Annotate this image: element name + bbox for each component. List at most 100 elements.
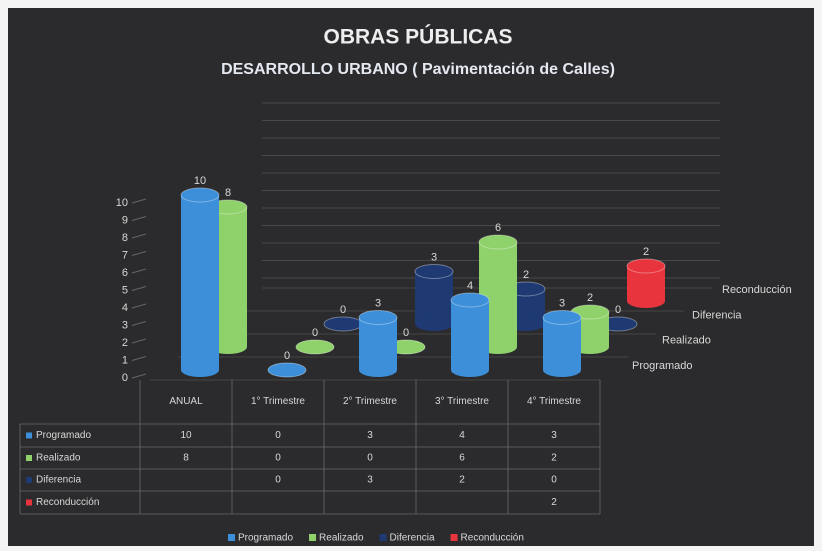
table-legend-key	[26, 432, 32, 439]
tick-mark	[131, 356, 147, 361]
cylinder	[323, 316, 363, 332]
cylinder-top	[450, 292, 490, 308]
cylinder-top	[295, 339, 335, 355]
cylinder	[267, 362, 307, 378]
y-tick-label: 0	[122, 372, 128, 384]
legend-swatch	[309, 534, 317, 541]
legend-label: Diferencia	[390, 533, 435, 544]
cylinder-top	[626, 258, 666, 274]
table-cell: 2	[551, 453, 557, 464]
cylinder	[626, 258, 666, 308]
cylinder-bottom	[627, 294, 665, 308]
table-cell: 3	[551, 430, 557, 441]
tick-mark	[131, 233, 147, 239]
cylinder	[180, 187, 220, 377]
tick-mark	[131, 338, 147, 344]
table-cell: 3	[367, 430, 373, 441]
x-category-label: 3° Trimestre	[434, 396, 489, 407]
x-category-label: 1° Trimestre	[250, 396, 305, 407]
x-category-label: 2° Trimestre	[342, 396, 397, 407]
x-category-label: 4° Trimestre	[526, 396, 581, 407]
tick-mark	[131, 321, 147, 326]
cylinder-top	[414, 264, 454, 279]
data-label: 6	[495, 222, 501, 234]
y-tick-label: 8	[122, 232, 128, 244]
data-label: 2	[523, 269, 529, 281]
legend-label: Realizado	[319, 533, 364, 544]
data-label: 4	[467, 280, 473, 292]
table-row-header: Diferencia	[36, 475, 81, 486]
tick-mark	[131, 303, 147, 309]
data-label: 8	[225, 187, 231, 199]
legend-swatch	[379, 534, 387, 541]
table-legend-key	[26, 499, 32, 506]
data-label: 0	[312, 327, 318, 339]
table-cell: 0	[275, 475, 281, 486]
tick-mark	[131, 198, 147, 204]
table-cell: 0	[275, 453, 281, 464]
cylinder-top	[478, 234, 518, 250]
table-row-header: Realizado	[36, 453, 81, 464]
data-label: 3	[375, 297, 381, 309]
y-tick-label: 3	[122, 319, 128, 331]
cylinder	[450, 292, 490, 377]
cylinder-bottom	[415, 317, 453, 331]
y-tick-label: 2	[122, 337, 128, 349]
depth-label: Programado	[632, 360, 693, 372]
cylinder	[414, 264, 454, 331]
cylinder-top	[180, 187, 220, 203]
x-category-label: ANUAL	[169, 396, 203, 407]
y-tick-label: 9	[122, 214, 128, 226]
legend-label: Reconducción	[461, 533, 524, 544]
depth-label: Realizado	[662, 335, 711, 347]
y-tick-label: 7	[122, 249, 128, 261]
cylinder-top	[358, 310, 398, 325]
cylinder-bottom	[181, 363, 219, 377]
tick-mark	[131, 216, 147, 221]
data-label: 0	[340, 304, 346, 316]
data-label: 0	[615, 304, 621, 316]
x-category-label: 2° Trimestre	[342, 396, 397, 407]
chart-subtitle: DESARROLLO URBANO ( Pavimentación de Cal…	[221, 61, 615, 78]
cylinder-body	[181, 195, 219, 370]
data-label: 0	[403, 327, 409, 339]
tick-mark	[131, 286, 147, 291]
table-cell: 6	[459, 453, 465, 464]
table-cell: 2	[551, 497, 557, 508]
cylinder	[358, 310, 398, 377]
cylinder	[295, 339, 335, 355]
x-category-label: 4° Trimestre	[526, 396, 581, 407]
cylinder-bottom	[543, 363, 581, 377]
cylinder-body	[543, 317, 581, 370]
cylinder-bottom	[359, 363, 397, 377]
table-cell: 0	[275, 430, 281, 441]
cylinder-body	[359, 317, 397, 370]
data-label: 2	[643, 246, 649, 258]
x-category-label: ANUAL	[169, 396, 203, 407]
table-cell: 8	[183, 453, 189, 464]
y-tick-label: 10	[116, 197, 128, 209]
table-cell: 0	[367, 453, 373, 464]
cylinder-top	[542, 310, 582, 325]
table-row-header: Programado	[36, 430, 91, 441]
cylinder-bottom	[451, 363, 489, 377]
cylinder-body	[451, 300, 489, 370]
data-label: 3	[431, 251, 437, 263]
table-cell: 0	[551, 475, 557, 486]
table-cell: 3	[367, 475, 373, 486]
cylinder-top	[267, 362, 307, 378]
data-label: 3	[559, 297, 565, 309]
chart-background	[8, 8, 814, 546]
tick-mark	[131, 373, 147, 379]
data-label: 10	[194, 175, 206, 187]
table-cell: 4	[459, 430, 465, 441]
table-legend-key	[26, 455, 32, 461]
table-legend-key	[26, 477, 32, 483]
data-label: 2	[587, 292, 593, 304]
x-category-label: 3° Trimestre	[434, 396, 489, 407]
y-tick-label: 5	[122, 284, 128, 296]
legend-label: Programado	[238, 533, 293, 544]
y-tick-label: 4	[122, 302, 128, 314]
x-category-label: 1° Trimestre	[250, 396, 305, 407]
